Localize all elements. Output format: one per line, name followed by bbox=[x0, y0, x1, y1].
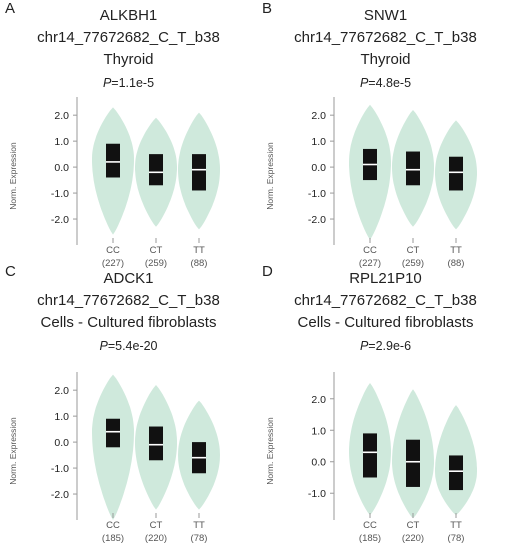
y-tick-label: 1.0 bbox=[54, 411, 69, 423]
category-label: CT bbox=[150, 520, 163, 531]
category-label: CC bbox=[363, 245, 377, 256]
p-value: P=5.4e-20 bbox=[0, 339, 257, 353]
sample-count: (227) bbox=[102, 258, 124, 269]
panel-letter: A bbox=[5, 0, 16, 17]
p-value: P=4.8e-5 bbox=[257, 76, 514, 90]
p-value-text: =4.8e-5 bbox=[368, 76, 412, 90]
iqr-box-cc bbox=[363, 433, 377, 478]
y-tick-label: -2.0 bbox=[308, 214, 326, 226]
y-tick-label: -1.0 bbox=[51, 188, 69, 200]
panel-a: A ALKBH1 chr14_77672682_C_T_b38 Thyroid … bbox=[0, 0, 257, 272]
tissue-title: Thyroid bbox=[103, 51, 154, 68]
sample-count: (88) bbox=[191, 258, 208, 269]
iqr-box-ct bbox=[406, 439, 420, 487]
p-value-text: =1.1e-5 bbox=[111, 76, 155, 90]
y-axis-title: Norm. Expression bbox=[265, 417, 275, 485]
y-tick-label: -2.0 bbox=[51, 489, 69, 501]
iqr-box-ct bbox=[149, 154, 163, 186]
p-symbol: P bbox=[359, 76, 369, 90]
category-label: CC bbox=[106, 245, 120, 256]
y-tick-label: 1.0 bbox=[54, 136, 69, 148]
y-tick-label: 1.0 bbox=[311, 425, 326, 437]
iqr-box-tt bbox=[192, 154, 206, 191]
violin-plot: 2.0 1.0 0.0 -1.0 -2.0 Norm. Expression CC (227)… bbox=[8, 97, 220, 269]
tissue-title: Cells - Cultured fibroblasts bbox=[297, 314, 474, 331]
sample-count: (185) bbox=[102, 533, 124, 544]
y-tick-label: 2.0 bbox=[311, 394, 326, 406]
iqr-box-ct bbox=[406, 151, 420, 186]
y-tick-label: 2.0 bbox=[54, 110, 69, 122]
variant-title: chr14_77672682_C_T_b38 bbox=[37, 292, 220, 309]
category-label: CT bbox=[407, 520, 420, 531]
y-tick-label: -1.0 bbox=[308, 488, 326, 500]
p-value: P=2.9e-6 bbox=[257, 339, 514, 353]
y-tick-label: 0.0 bbox=[54, 162, 69, 174]
y-axis-title: Norm. Expression bbox=[8, 142, 18, 210]
panel-d: D RPL21P10 chr14_77672682_C_T_b38 Cells … bbox=[257, 263, 514, 544]
violin-plot: 2.0 1.0 0.0 -1.0 -2.0 Norm. Expression CC (227)… bbox=[265, 97, 477, 269]
p-value-text: =5.4e-20 bbox=[107, 339, 158, 353]
iqr-box-ct bbox=[149, 426, 163, 461]
sample-count: (78) bbox=[191, 533, 208, 544]
sample-count: (78) bbox=[448, 533, 465, 544]
category-label: CT bbox=[407, 245, 420, 256]
y-tick-label: -1.0 bbox=[51, 463, 69, 475]
category-label: CT bbox=[150, 245, 163, 256]
y-tick-label: 2.0 bbox=[54, 385, 69, 397]
category-label: TT bbox=[450, 520, 462, 531]
category-label: TT bbox=[450, 245, 462, 256]
tissue-title: Cells - Cultured fibroblasts bbox=[40, 314, 217, 331]
y-tick-label: -2.0 bbox=[51, 214, 69, 226]
y-tick-label: 0.0 bbox=[311, 162, 326, 174]
y-tick-label: -1.0 bbox=[308, 188, 326, 200]
tissue-title: Thyroid bbox=[360, 51, 411, 68]
violin-plot: 2.0 1.0 0.0 -1.0 -2.0 Norm. Expression CC (185)… bbox=[8, 372, 220, 544]
sample-count: (185) bbox=[359, 533, 381, 544]
p-symbol: P bbox=[359, 339, 369, 353]
gene-title: SNW1 bbox=[363, 7, 408, 24]
category-label: TT bbox=[193, 520, 205, 531]
p-value-text: =2.9e-6 bbox=[368, 339, 412, 353]
sample-count: (220) bbox=[402, 533, 424, 544]
panel-c: C ADCK1 chr14_77672682_C_T_b38 Cells - C… bbox=[0, 263, 257, 544]
p-symbol: P bbox=[99, 339, 108, 353]
variant-title: chr14_77672682_C_T_b38 bbox=[37, 29, 220, 46]
y-tick-label: 2.0 bbox=[311, 110, 326, 122]
gene-title: ALKBH1 bbox=[99, 7, 158, 24]
category-label: TT bbox=[193, 245, 205, 256]
variant-title: chr14_77672682_C_T_b38 bbox=[294, 292, 477, 309]
category-label: CC bbox=[106, 520, 120, 531]
panel-letter: C bbox=[5, 263, 16, 280]
variant-title: chr14_77672682_C_T_b38 bbox=[294, 29, 477, 46]
y-axis-title: Norm. Expression bbox=[265, 142, 275, 210]
p-value: P=1.1e-5 bbox=[0, 76, 257, 90]
gene-title: ADCK1 bbox=[103, 270, 154, 287]
sample-count: (227) bbox=[359, 258, 381, 269]
sample-count: (259) bbox=[402, 258, 424, 269]
y-tick-label: 0.0 bbox=[54, 437, 69, 449]
iqr-box-cc bbox=[106, 143, 120, 178]
y-tick-label: 0.0 bbox=[311, 457, 326, 469]
iqr-box-cc bbox=[106, 418, 120, 448]
category-label: CC bbox=[363, 520, 377, 531]
gene-title: RPL21P10 bbox=[349, 270, 422, 287]
iqr-box-tt bbox=[449, 156, 463, 191]
iqr-box-tt bbox=[449, 455, 463, 491]
sample-count: (259) bbox=[145, 258, 167, 269]
panel-letter: D bbox=[262, 263, 273, 280]
sample-count: (220) bbox=[145, 533, 167, 544]
panel-letter: B bbox=[262, 0, 273, 17]
panel-b: B SNW1 chr14_77672682_C_T_b38 Thyroid P=… bbox=[257, 0, 514, 272]
p-symbol: P bbox=[102, 76, 112, 90]
sample-count: (88) bbox=[448, 258, 465, 269]
y-axis-title: Norm. Expression bbox=[8, 417, 18, 485]
y-tick-label: 1.0 bbox=[311, 136, 326, 148]
violin-plot: 2.0 1.0 0.0 -1.0 Norm. Expression CC (185) CT (2… bbox=[265, 372, 477, 544]
violin-cc bbox=[92, 374, 134, 520]
